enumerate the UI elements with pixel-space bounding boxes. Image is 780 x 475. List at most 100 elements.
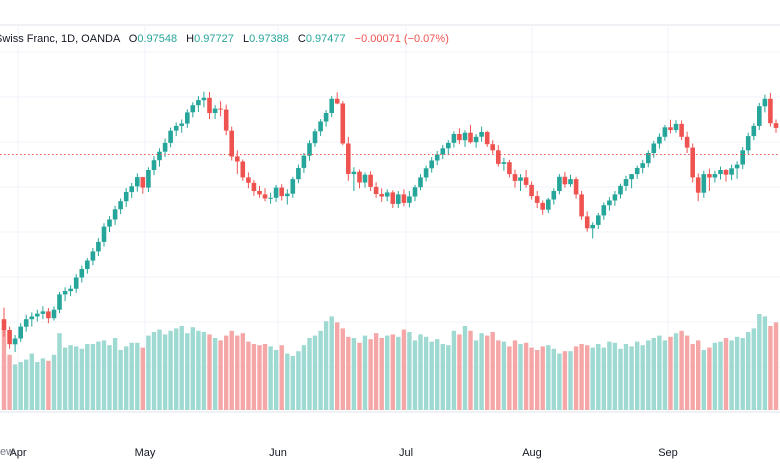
volume-bar xyxy=(679,330,684,410)
candle-body xyxy=(62,291,68,295)
volume-bar xyxy=(362,335,368,410)
volume-bar xyxy=(29,353,34,410)
candle-body xyxy=(96,241,101,252)
candle-body xyxy=(640,163,645,168)
candle-body xyxy=(212,108,218,113)
volume-bar xyxy=(590,347,595,410)
volume-bar xyxy=(329,316,334,410)
candle-body xyxy=(501,162,507,164)
close-label: C xyxy=(297,33,306,45)
candle-body xyxy=(446,142,451,149)
volume-bar xyxy=(507,346,512,410)
candle-body xyxy=(718,170,723,175)
volume-bar xyxy=(296,351,301,410)
candle-body xyxy=(701,174,707,193)
candle-body xyxy=(112,209,118,220)
candle-body xyxy=(529,184,534,197)
candle-body xyxy=(340,103,346,144)
volume-bar xyxy=(718,341,723,410)
open-label: O xyxy=(128,33,138,45)
volume-bar xyxy=(279,345,284,410)
volume-bar xyxy=(124,346,129,410)
volume-bar xyxy=(579,344,584,410)
volume-bar xyxy=(168,330,173,410)
volume-bar xyxy=(518,344,523,410)
volume-bar xyxy=(273,350,279,410)
volume-bar xyxy=(174,328,179,410)
volume-bar xyxy=(318,330,323,410)
volume-bar xyxy=(757,314,762,410)
candle-body xyxy=(18,326,23,339)
volume-bar xyxy=(235,335,240,410)
volume-bar xyxy=(46,360,51,410)
candle-body xyxy=(57,294,62,310)
candle-body xyxy=(196,100,201,106)
volume-bar xyxy=(240,333,245,410)
candle-body xyxy=(751,125,757,137)
volume-bar xyxy=(440,344,445,410)
volume-bar xyxy=(85,344,90,410)
close-value: 0.97477 xyxy=(305,33,346,45)
candle-body xyxy=(129,186,134,193)
volume-bar xyxy=(373,333,379,410)
candle-body xyxy=(723,170,729,175)
volume-bar xyxy=(607,341,612,410)
volume-bar xyxy=(729,340,734,410)
candle-body xyxy=(273,187,279,198)
candle-body xyxy=(468,132,473,143)
candle-body xyxy=(612,194,618,201)
candle-body xyxy=(207,97,212,114)
candle-body xyxy=(329,98,334,113)
candle-body xyxy=(190,105,196,113)
volume-bar xyxy=(35,362,40,410)
volume-bar xyxy=(596,344,601,410)
candle-body xyxy=(29,316,35,320)
volume-bar xyxy=(368,339,373,410)
volume-bar xyxy=(396,336,401,410)
volume-bar xyxy=(618,348,623,410)
volume-bar xyxy=(1,328,7,410)
candle-body xyxy=(268,197,273,199)
candle-body xyxy=(673,123,679,130)
volume-bar xyxy=(346,336,351,410)
candle-body xyxy=(257,191,262,195)
candle-body xyxy=(229,130,234,157)
volume-bar xyxy=(462,326,468,410)
volume-bar xyxy=(157,329,162,410)
candle-body xyxy=(146,170,151,188)
volume-bar xyxy=(629,346,634,410)
candle-body xyxy=(107,219,112,227)
candle-body xyxy=(73,277,79,289)
volume-bar xyxy=(501,341,507,410)
volume-bar xyxy=(540,346,545,410)
candle-body xyxy=(312,131,318,144)
candle-body xyxy=(729,168,734,175)
volume-bar xyxy=(473,340,479,410)
candle-body xyxy=(12,338,18,345)
candle-body xyxy=(334,98,340,104)
volume-bar xyxy=(612,342,618,410)
candle-body xyxy=(484,132,490,145)
volume-bar xyxy=(551,348,556,410)
volume-bar xyxy=(684,335,690,410)
candle-body xyxy=(684,136,690,148)
volume-bar xyxy=(118,350,123,410)
volume-bar xyxy=(140,347,145,410)
candle-body xyxy=(123,192,129,202)
volume-bar xyxy=(429,341,434,410)
volume-bar xyxy=(179,326,184,410)
candle-body xyxy=(479,132,484,137)
volume-bar xyxy=(668,336,673,410)
x-tick-label: May xyxy=(135,447,156,459)
candle-body xyxy=(373,186,379,194)
candle-body xyxy=(412,187,418,197)
volume-bar xyxy=(385,335,390,410)
candle-body xyxy=(279,187,284,197)
candle-body xyxy=(51,309,57,319)
candle-body xyxy=(657,136,662,144)
candle-body xyxy=(40,311,46,314)
candle-body xyxy=(296,168,301,180)
candle-body xyxy=(179,123,184,126)
